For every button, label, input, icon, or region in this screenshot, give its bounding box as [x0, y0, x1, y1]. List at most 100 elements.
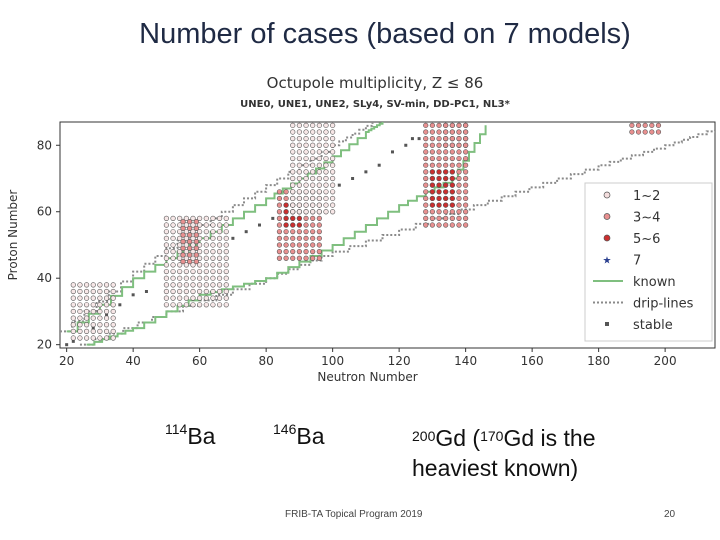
octupole-marker-Gd-core	[449, 202, 455, 208]
octupole-marker-Ba-light-core	[187, 225, 193, 231]
octupole-marker-Gd-region	[429, 149, 435, 155]
octupole-marker-Gd-region	[429, 136, 435, 142]
octupole-marker-Ba-light	[216, 229, 223, 235]
octupole-marker-actinide	[463, 142, 469, 148]
octupole-marker-rare-earth	[296, 162, 302, 168]
octupole-marker-light	[97, 315, 103, 321]
octupole-marker-Ba-light-core	[187, 232, 193, 238]
octupole-marker-rare-earth	[323, 182, 329, 188]
octupole-marker-Gd-region	[463, 162, 469, 168]
octupole-marker-Ba-light	[197, 235, 203, 241]
octupole-marker-Ba-light	[197, 229, 203, 235]
x-tick-label: 180	[587, 354, 610, 368]
octupole-marker-Ba-light	[223, 302, 229, 308]
octupole-marker-Ba-light	[216, 215, 223, 221]
octupole-marker-actinide	[449, 122, 455, 128]
octupole-marker-rare-earth	[316, 142, 322, 148]
octupole-marker-rare-earth	[330, 169, 336, 175]
octupole-marker-rare-earth	[303, 175, 309, 182]
octupole-marker-Ba-light	[183, 215, 189, 221]
octupole-marker-rare-earth	[296, 182, 302, 188]
octupole-marker-light	[90, 322, 96, 328]
octupole-marker-rare-earth	[316, 182, 322, 188]
octupole-marker-Ba-light	[216, 295, 223, 301]
octupole-marker-Ba-heavy	[276, 222, 283, 228]
octupole-marker-Gd-core	[436, 169, 442, 175]
octupole-marker-Ba-light	[210, 288, 216, 295]
octupole-marker-Ba-light	[216, 282, 223, 288]
octupole-marker-Ba-heavy	[303, 235, 309, 241]
octupole-marker-Ba-heavy	[290, 242, 296, 248]
octupole-marker-Ba-light	[177, 288, 183, 295]
octupole-marker-Ba-light	[177, 282, 183, 288]
octupole-marker-rare-earth	[323, 149, 329, 155]
octupole-marker-rare-earth	[296, 175, 302, 182]
x-axis-label: Neutron Number	[317, 370, 417, 384]
stable-marker	[364, 170, 368, 174]
octupole-marker-Ba-light-core	[193, 225, 199, 231]
octupole-marker-Ba-light	[203, 215, 209, 221]
octupole-marker-Gd-region	[456, 169, 462, 175]
octupole-marker-Gd-region	[436, 136, 442, 142]
octupole-marker-Ba-heavy	[316, 222, 322, 228]
octupole-marker-rare-earth	[323, 136, 329, 142]
octupole-marker-Ba-heavy	[296, 235, 302, 241]
octupole-marker-Gd-region	[456, 195, 462, 202]
stable-marker	[351, 177, 355, 180]
octupole-marker-Ba-light	[170, 268, 176, 275]
octupole-marker-Ba-heavy	[283, 255, 289, 261]
octupole-marker-light	[90, 295, 96, 301]
octupole-marker-Ba-light-core	[180, 245, 186, 251]
legend-marker	[603, 191, 611, 199]
octupole-marker-light	[77, 295, 83, 301]
octupole-marker-light	[110, 335, 116, 341]
octupole-marker-Gd-core	[429, 189, 435, 195]
octupole-marker-rare-earth	[310, 142, 316, 148]
octupole-marker-light	[83, 282, 90, 288]
octupole-marker-light	[70, 328, 76, 334]
octupole-marker-rare-earth	[296, 195, 302, 202]
octupole-marker-rare-earth	[323, 129, 329, 135]
octupole-marker-Gd-core	[449, 169, 455, 175]
octupole-marker-Gd-region	[429, 122, 435, 128]
octupole-marker-Gd-region	[449, 222, 455, 228]
octupole-marker-Gd-region	[449, 149, 455, 155]
octupole-marker-rare-earth	[330, 195, 336, 202]
legend-box	[584, 182, 713, 342]
octupole-marker-light	[97, 328, 103, 334]
octupole-marker-far	[655, 129, 662, 135]
octupole-marker-Ba-light	[223, 222, 229, 228]
octupole-marker-light	[97, 295, 103, 301]
octupole-marker-light	[110, 295, 116, 301]
octupole-marker-Gd-region	[456, 149, 462, 155]
label-gd: 200Gd (170Gd is the heaviest known)	[412, 425, 596, 481]
octupole-marker-Gd-region	[443, 162, 449, 168]
octupole-marker-Gd-region	[443, 215, 449, 221]
octupole-marker-Gd-region	[456, 175, 462, 182]
octupole-marker-actinide	[443, 129, 449, 135]
octupole-marker-rare-earth	[316, 136, 322, 142]
octupole-marker-rare-earth	[316, 122, 322, 128]
octupole-marker-Ba-light	[197, 282, 203, 288]
octupole-marker-actinide	[463, 136, 469, 142]
octupole-marker-light	[70, 302, 76, 308]
octupole-marker-Ba-heavy	[283, 235, 289, 241]
octupole-marker-Ba-light	[223, 242, 229, 248]
octupole-marker-Ba-light-core	[193, 219, 199, 225]
octupole-marker-Ba-heavy	[290, 235, 296, 241]
octupole-marker-rare-earth	[310, 149, 316, 155]
octupole-marker-Ba-heavy	[283, 242, 289, 248]
octupole-marker-Ba-light	[163, 242, 169, 248]
octupole-marker-Ba-light	[183, 268, 189, 275]
octupole-marker-Gd-region	[423, 195, 429, 202]
octupole-marker-Gd-region	[429, 129, 435, 135]
octupole-marker-far	[655, 122, 662, 128]
octupole-marker-rare-earth	[296, 202, 302, 208]
octupole-marker-Gd-core	[449, 182, 455, 188]
known-edge-upper	[66, 122, 384, 333]
octupole-marker-light	[103, 335, 110, 341]
legend-marker	[603, 234, 611, 242]
octupole-marker-Ba-light-core	[180, 258, 186, 265]
stable-marker	[91, 326, 95, 330]
octupole-marker-Ba-light	[197, 288, 203, 295]
